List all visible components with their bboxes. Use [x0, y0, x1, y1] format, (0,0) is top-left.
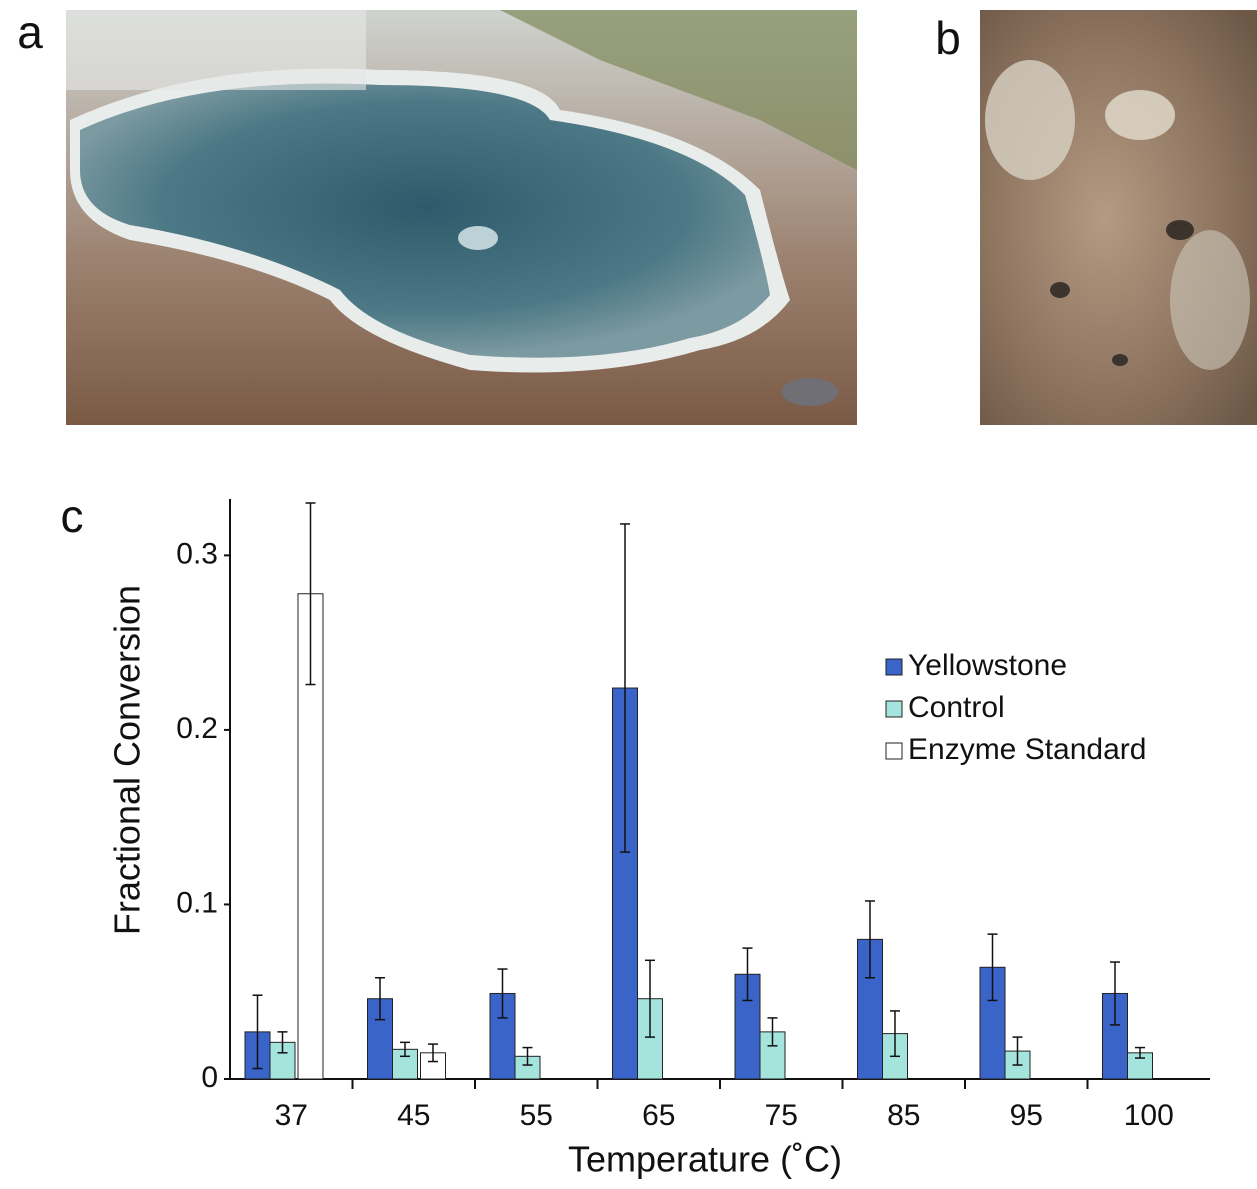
x-axis-label: Temperature (˚C)	[568, 1139, 842, 1180]
y-tick-label: 0	[201, 1061, 218, 1094]
error-bar	[987, 933, 998, 1002]
error-bar	[252, 994, 263, 1070]
error-bar	[428, 1043, 438, 1063]
x-tick-label: 85	[887, 1099, 920, 1132]
panel-label: c	[61, 490, 84, 542]
x-tick-label: 75	[765, 1099, 798, 1132]
error-bar	[1012, 1036, 1023, 1066]
legend-swatch	[885, 658, 903, 676]
y-tick-label: 0.3	[176, 537, 218, 570]
panel-label: b	[935, 12, 961, 64]
error-bar	[522, 1046, 533, 1066]
photo-hot-spring	[66, 10, 857, 425]
error-bar	[1135, 1046, 1145, 1059]
error-bar	[620, 523, 630, 853]
x-tick-label: 100	[1124, 1099, 1174, 1132]
photo-microbial-mat	[980, 10, 1257, 425]
error-bar	[400, 1041, 410, 1058]
x-tick-label: 95	[1010, 1099, 1043, 1132]
error-bar	[375, 977, 385, 1021]
legend-label: Control	[908, 691, 1005, 724]
error-bar	[1110, 961, 1120, 1026]
error-bar	[767, 1017, 778, 1047]
error-bar	[645, 959, 655, 1038]
x-tick-label: 37	[275, 1099, 308, 1132]
error-bar	[865, 900, 875, 979]
error-bar	[277, 1031, 288, 1054]
error-bar	[305, 502, 316, 686]
error-bar	[890, 1010, 900, 1058]
y-tick-label: 0.2	[176, 712, 218, 745]
error-bar	[742, 947, 753, 1002]
x-tick-label: 45	[397, 1099, 430, 1132]
x-tick-label: 55	[520, 1099, 553, 1132]
x-tick-label: 65	[642, 1099, 675, 1132]
y-axis-label: Fractional Conversion	[107, 585, 148, 935]
legend-label: Yellowstone	[908, 649, 1067, 682]
y-tick-label: 0.1	[176, 886, 218, 919]
legend-label: Enzyme Standard	[908, 733, 1146, 766]
legend-swatch	[885, 742, 903, 760]
panel-label: a	[17, 6, 43, 58]
error-bar	[497, 968, 508, 1019]
legend-swatch	[885, 700, 903, 718]
